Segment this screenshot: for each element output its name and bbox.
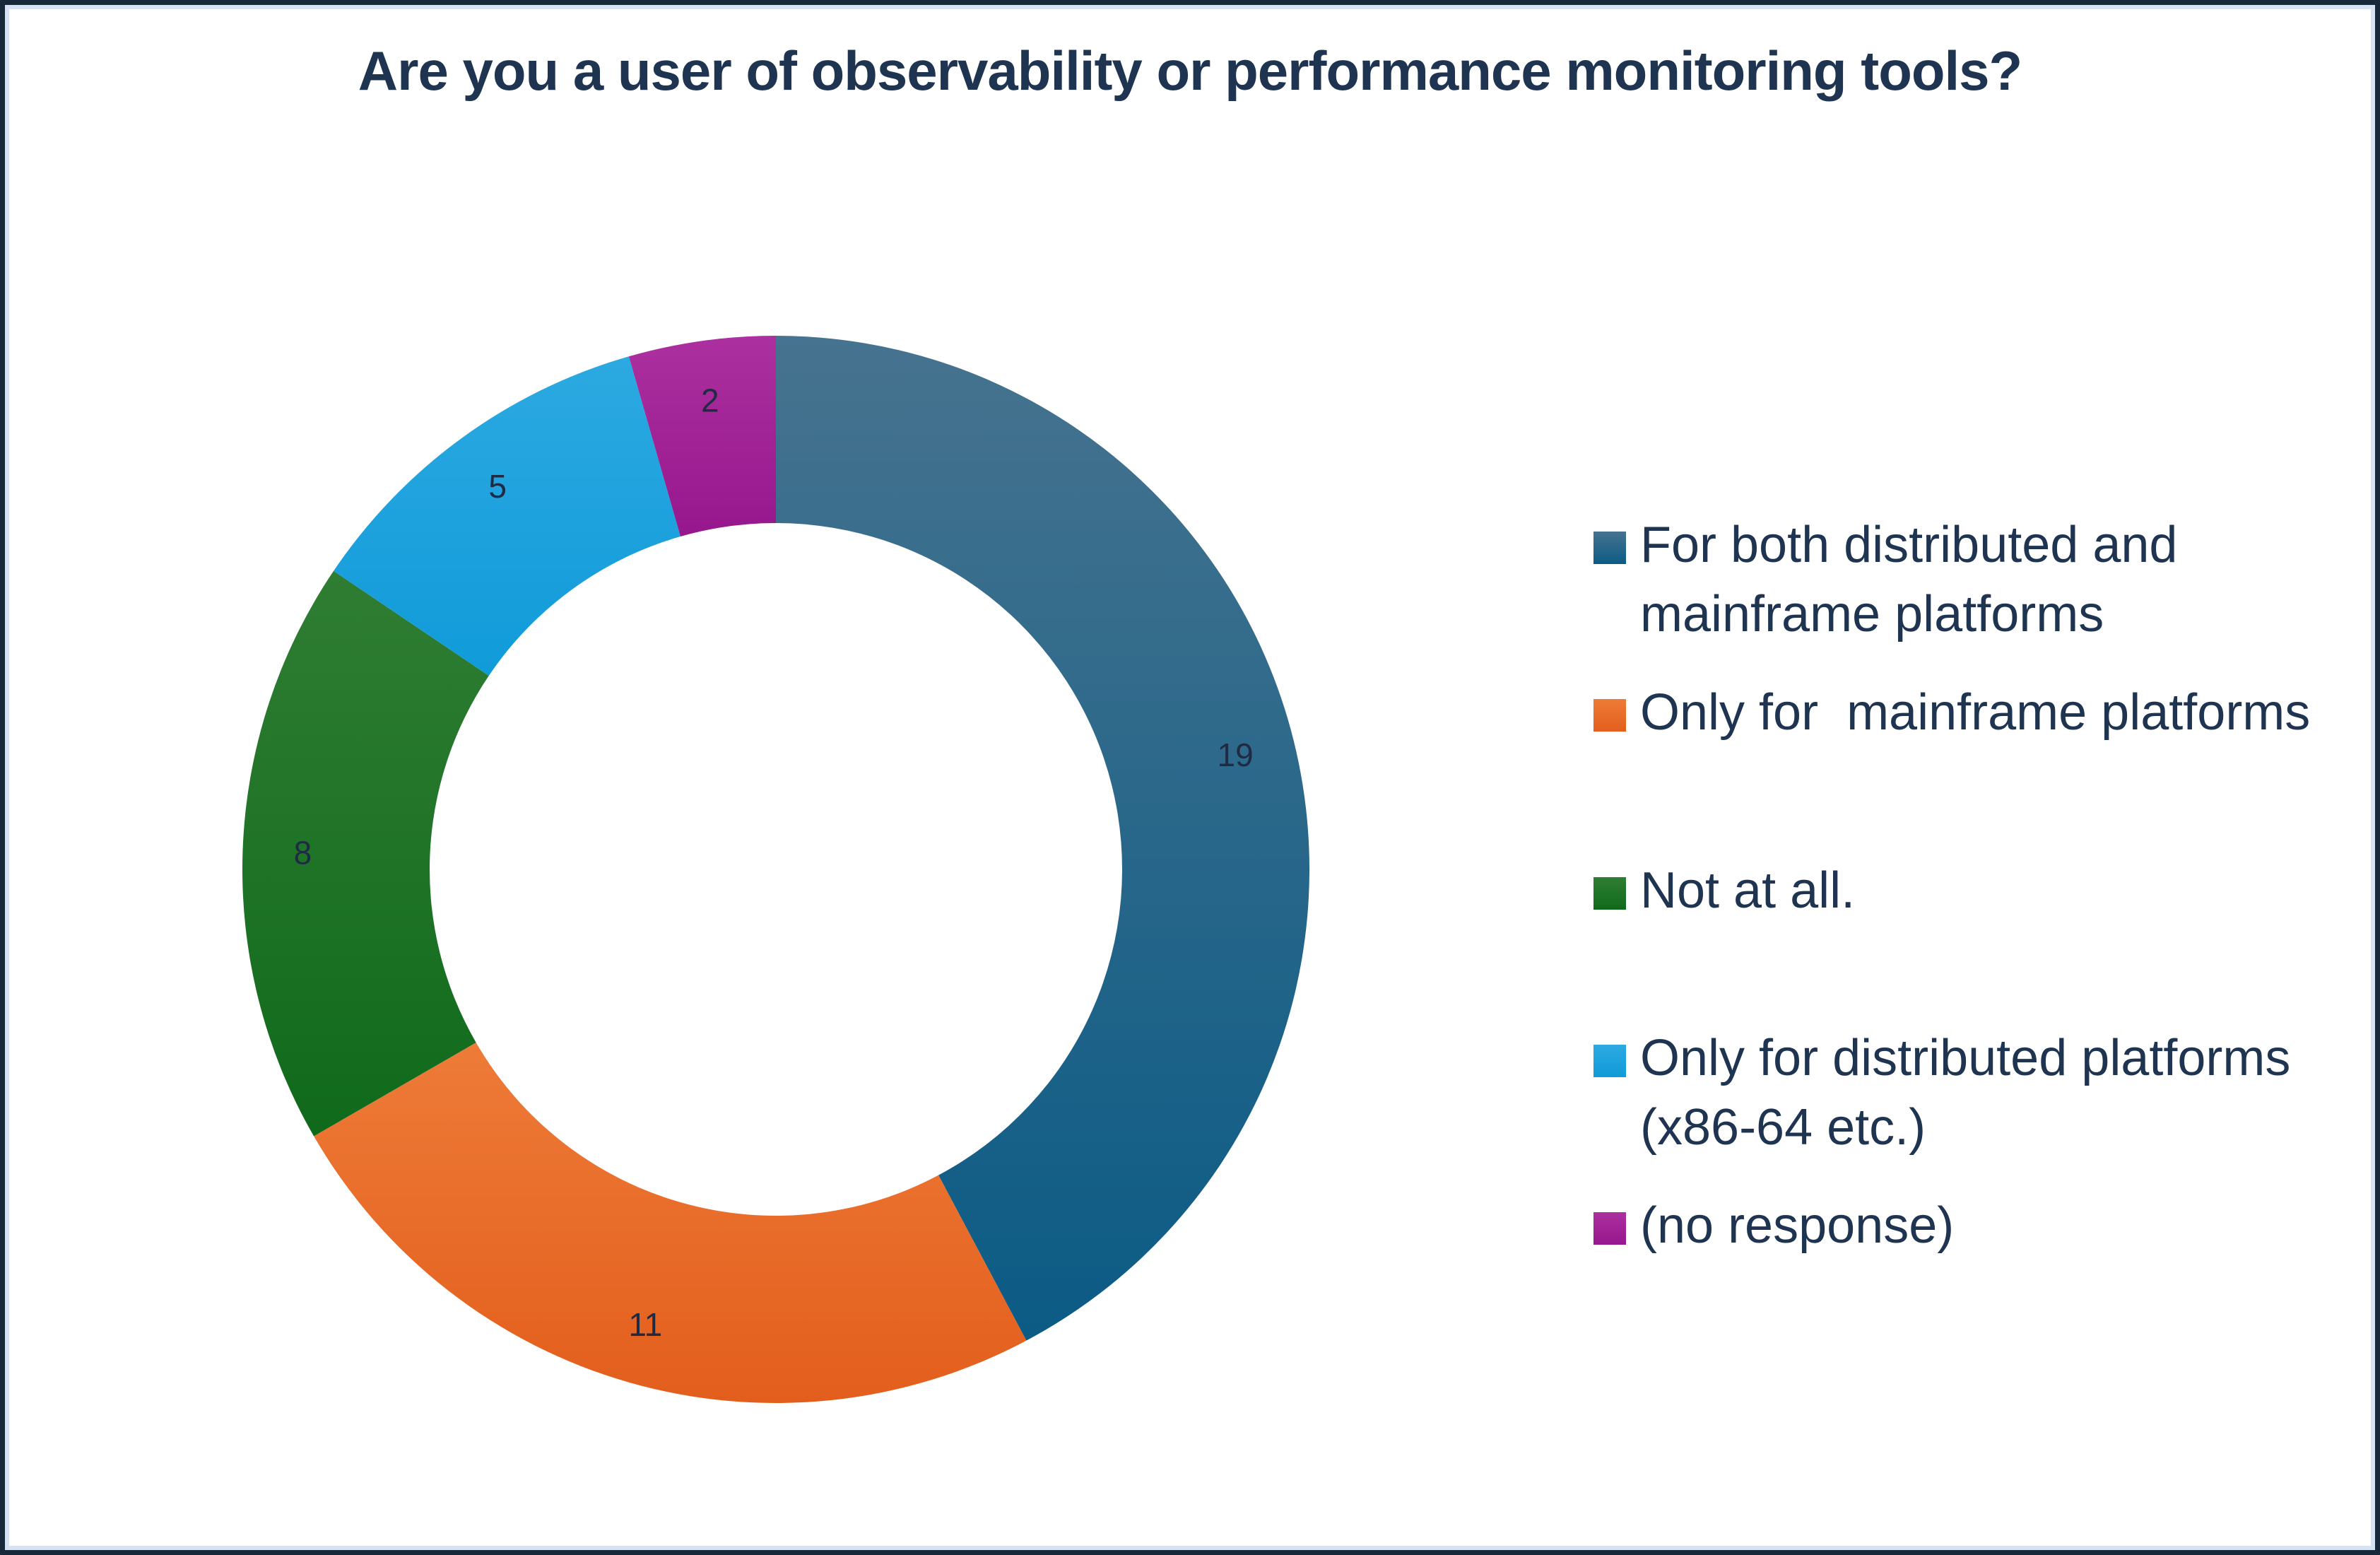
legend-label: Only for mainframe platforms — [1640, 684, 2311, 741]
legend-swatch-not-at-all-icon — [1593, 877, 1626, 910]
donut-segment-3 — [334, 356, 681, 676]
legend-item: Only for distributed platforms (x86-64 e… — [1593, 1023, 2367, 1162]
legend-swatch-both-platforms-icon — [1593, 532, 1626, 564]
legend-swatch-mainframe-only-icon — [1593, 699, 1626, 732]
legend-swatch-distributed-only-icon — [1593, 1045, 1626, 1077]
legend-item: (no response) — [1593, 1191, 1954, 1260]
legend: For both distributed and mainframe platf… — [1593, 5, 2367, 1550]
segment-value-label: 5 — [488, 468, 507, 505]
legend-label: (no response) — [1640, 1197, 1955, 1254]
legend-item: Not at all. — [1593, 856, 1855, 925]
segment-value-label: 2 — [701, 382, 719, 419]
segment-value-label: 11 — [628, 1306, 662, 1343]
donut-segment-0 — [776, 336, 1310, 1341]
segment-value-label: 19 — [1218, 737, 1254, 773]
donut-segment-1 — [314, 1043, 1027, 1404]
donut-segment-4 — [628, 336, 776, 536]
segment-value-label: 8 — [294, 835, 312, 872]
donut-segment-2 — [242, 570, 489, 1137]
legend-swatch-no-response-icon — [1593, 1212, 1626, 1245]
donut-chart: 19 11 8 5 2 — [242, 336, 1310, 1404]
legend-label: Only for distributed platforms (x86-64 e… — [1640, 1030, 2305, 1156]
legend-item: Only for mainframe platforms — [1593, 678, 2310, 747]
legend-label: For both distributed and mainframe platf… — [1640, 517, 2192, 642]
legend-item: For both distributed and mainframe platf… — [1593, 510, 2367, 649]
chart-title: Are you a user of observability or perfo… — [358, 40, 2022, 102]
legend-label: Not at all. — [1640, 862, 1856, 919]
